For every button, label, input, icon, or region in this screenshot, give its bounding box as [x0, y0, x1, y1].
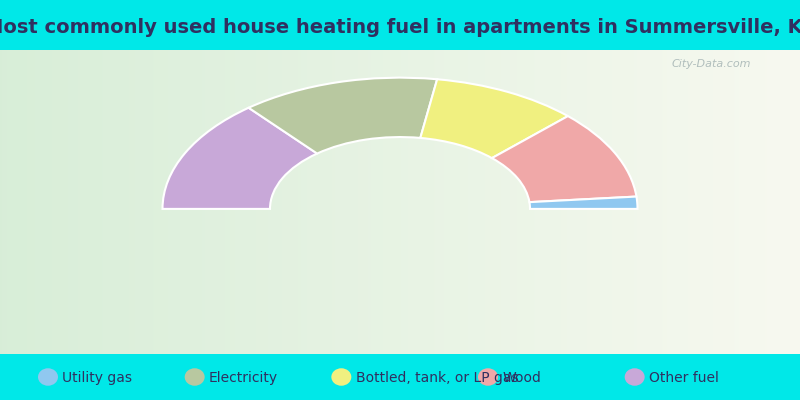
- Wedge shape: [530, 196, 638, 209]
- Text: Utility gas: Utility gas: [62, 371, 133, 385]
- Ellipse shape: [331, 368, 351, 386]
- Wedge shape: [492, 116, 637, 202]
- Wedge shape: [420, 79, 568, 158]
- Text: Most commonly used house heating fuel in apartments in Summersville, KY: Most commonly used house heating fuel in…: [0, 18, 800, 37]
- Text: Wood: Wood: [502, 371, 542, 385]
- Ellipse shape: [38, 368, 58, 386]
- Text: City-Data.com: City-Data.com: [672, 59, 751, 69]
- Ellipse shape: [185, 368, 205, 386]
- Ellipse shape: [478, 368, 498, 386]
- Wedge shape: [249, 78, 437, 154]
- Ellipse shape: [625, 368, 645, 386]
- Text: Electricity: Electricity: [209, 371, 278, 385]
- Text: Other fuel: Other fuel: [649, 371, 719, 385]
- Wedge shape: [162, 108, 317, 209]
- Text: Bottled, tank, or LP gas: Bottled, tank, or LP gas: [356, 371, 518, 385]
